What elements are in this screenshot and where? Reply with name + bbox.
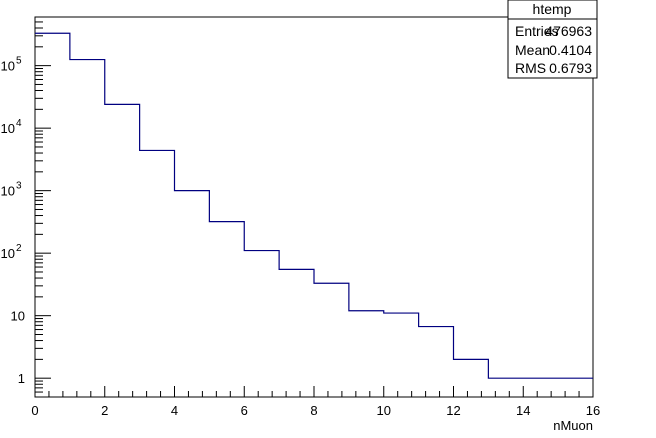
x-tick-label: 8 xyxy=(310,403,317,418)
y-tick-label: 1 xyxy=(18,371,25,386)
stats-rms-label: RMS xyxy=(515,60,546,76)
x-axis-label: nMuon xyxy=(553,418,593,433)
histogram-bin xyxy=(35,33,70,397)
x-tick-label: 12 xyxy=(446,403,460,418)
histogram-bin xyxy=(419,327,454,397)
y-tick-label: 10 xyxy=(1,121,15,136)
histogram-bin xyxy=(175,191,210,397)
histogram-line xyxy=(35,32,593,379)
histogram-bin xyxy=(209,222,244,397)
stats-box-frame xyxy=(507,0,598,79)
x-tick-label: 2 xyxy=(101,403,108,418)
y-tick-exponent: 5 xyxy=(16,56,22,67)
histogram-bin xyxy=(244,251,279,397)
histogram-bin xyxy=(523,378,558,397)
stats-entries-label: Entries xyxy=(515,23,559,39)
x-tick-label: 10 xyxy=(377,403,391,418)
histogram-bin xyxy=(384,313,419,397)
histogram-bin xyxy=(314,283,349,397)
y-tick-exponent: 2 xyxy=(16,243,22,254)
histogram-bin xyxy=(349,311,384,397)
y-tick-exponent: 4 xyxy=(16,118,22,129)
y-tick-exponent: 3 xyxy=(16,181,22,192)
y-tick-label: 10 xyxy=(1,246,15,261)
histogram-bin xyxy=(70,60,105,397)
stats-mean-label: Mean xyxy=(515,42,550,58)
x-tick-label: 6 xyxy=(241,403,248,418)
stats-rms-value: 0.6793 xyxy=(549,60,592,76)
histogram-bin xyxy=(279,269,314,397)
x-tick-label: 0 xyxy=(31,403,38,418)
y-tick-label: 10 xyxy=(1,59,15,74)
histogram-bin xyxy=(105,104,140,397)
histogram-bin xyxy=(488,378,523,397)
x-tick-label: 14 xyxy=(516,403,530,418)
histogram-bin xyxy=(558,378,593,397)
stats-entries-value: 476963 xyxy=(545,23,592,39)
histogram-bin xyxy=(454,359,489,397)
stats-box: htemp Entries 476963 Mean 0.4104 RMS 0.6… xyxy=(507,0,598,79)
x-tick-label: 4 xyxy=(171,403,178,418)
x-axis: 0 2 4 6 8 10 12 14 16 xyxy=(31,386,600,418)
y-tick-label: 10 xyxy=(11,309,25,324)
stats-box-title: htemp xyxy=(533,1,572,17)
y-tick-label: 10 xyxy=(1,184,15,199)
x-tick-label: 16 xyxy=(586,403,600,418)
histogram-bin xyxy=(140,150,175,397)
histogram-bins xyxy=(35,33,593,397)
stats-mean-value: 0.4104 xyxy=(549,42,592,58)
